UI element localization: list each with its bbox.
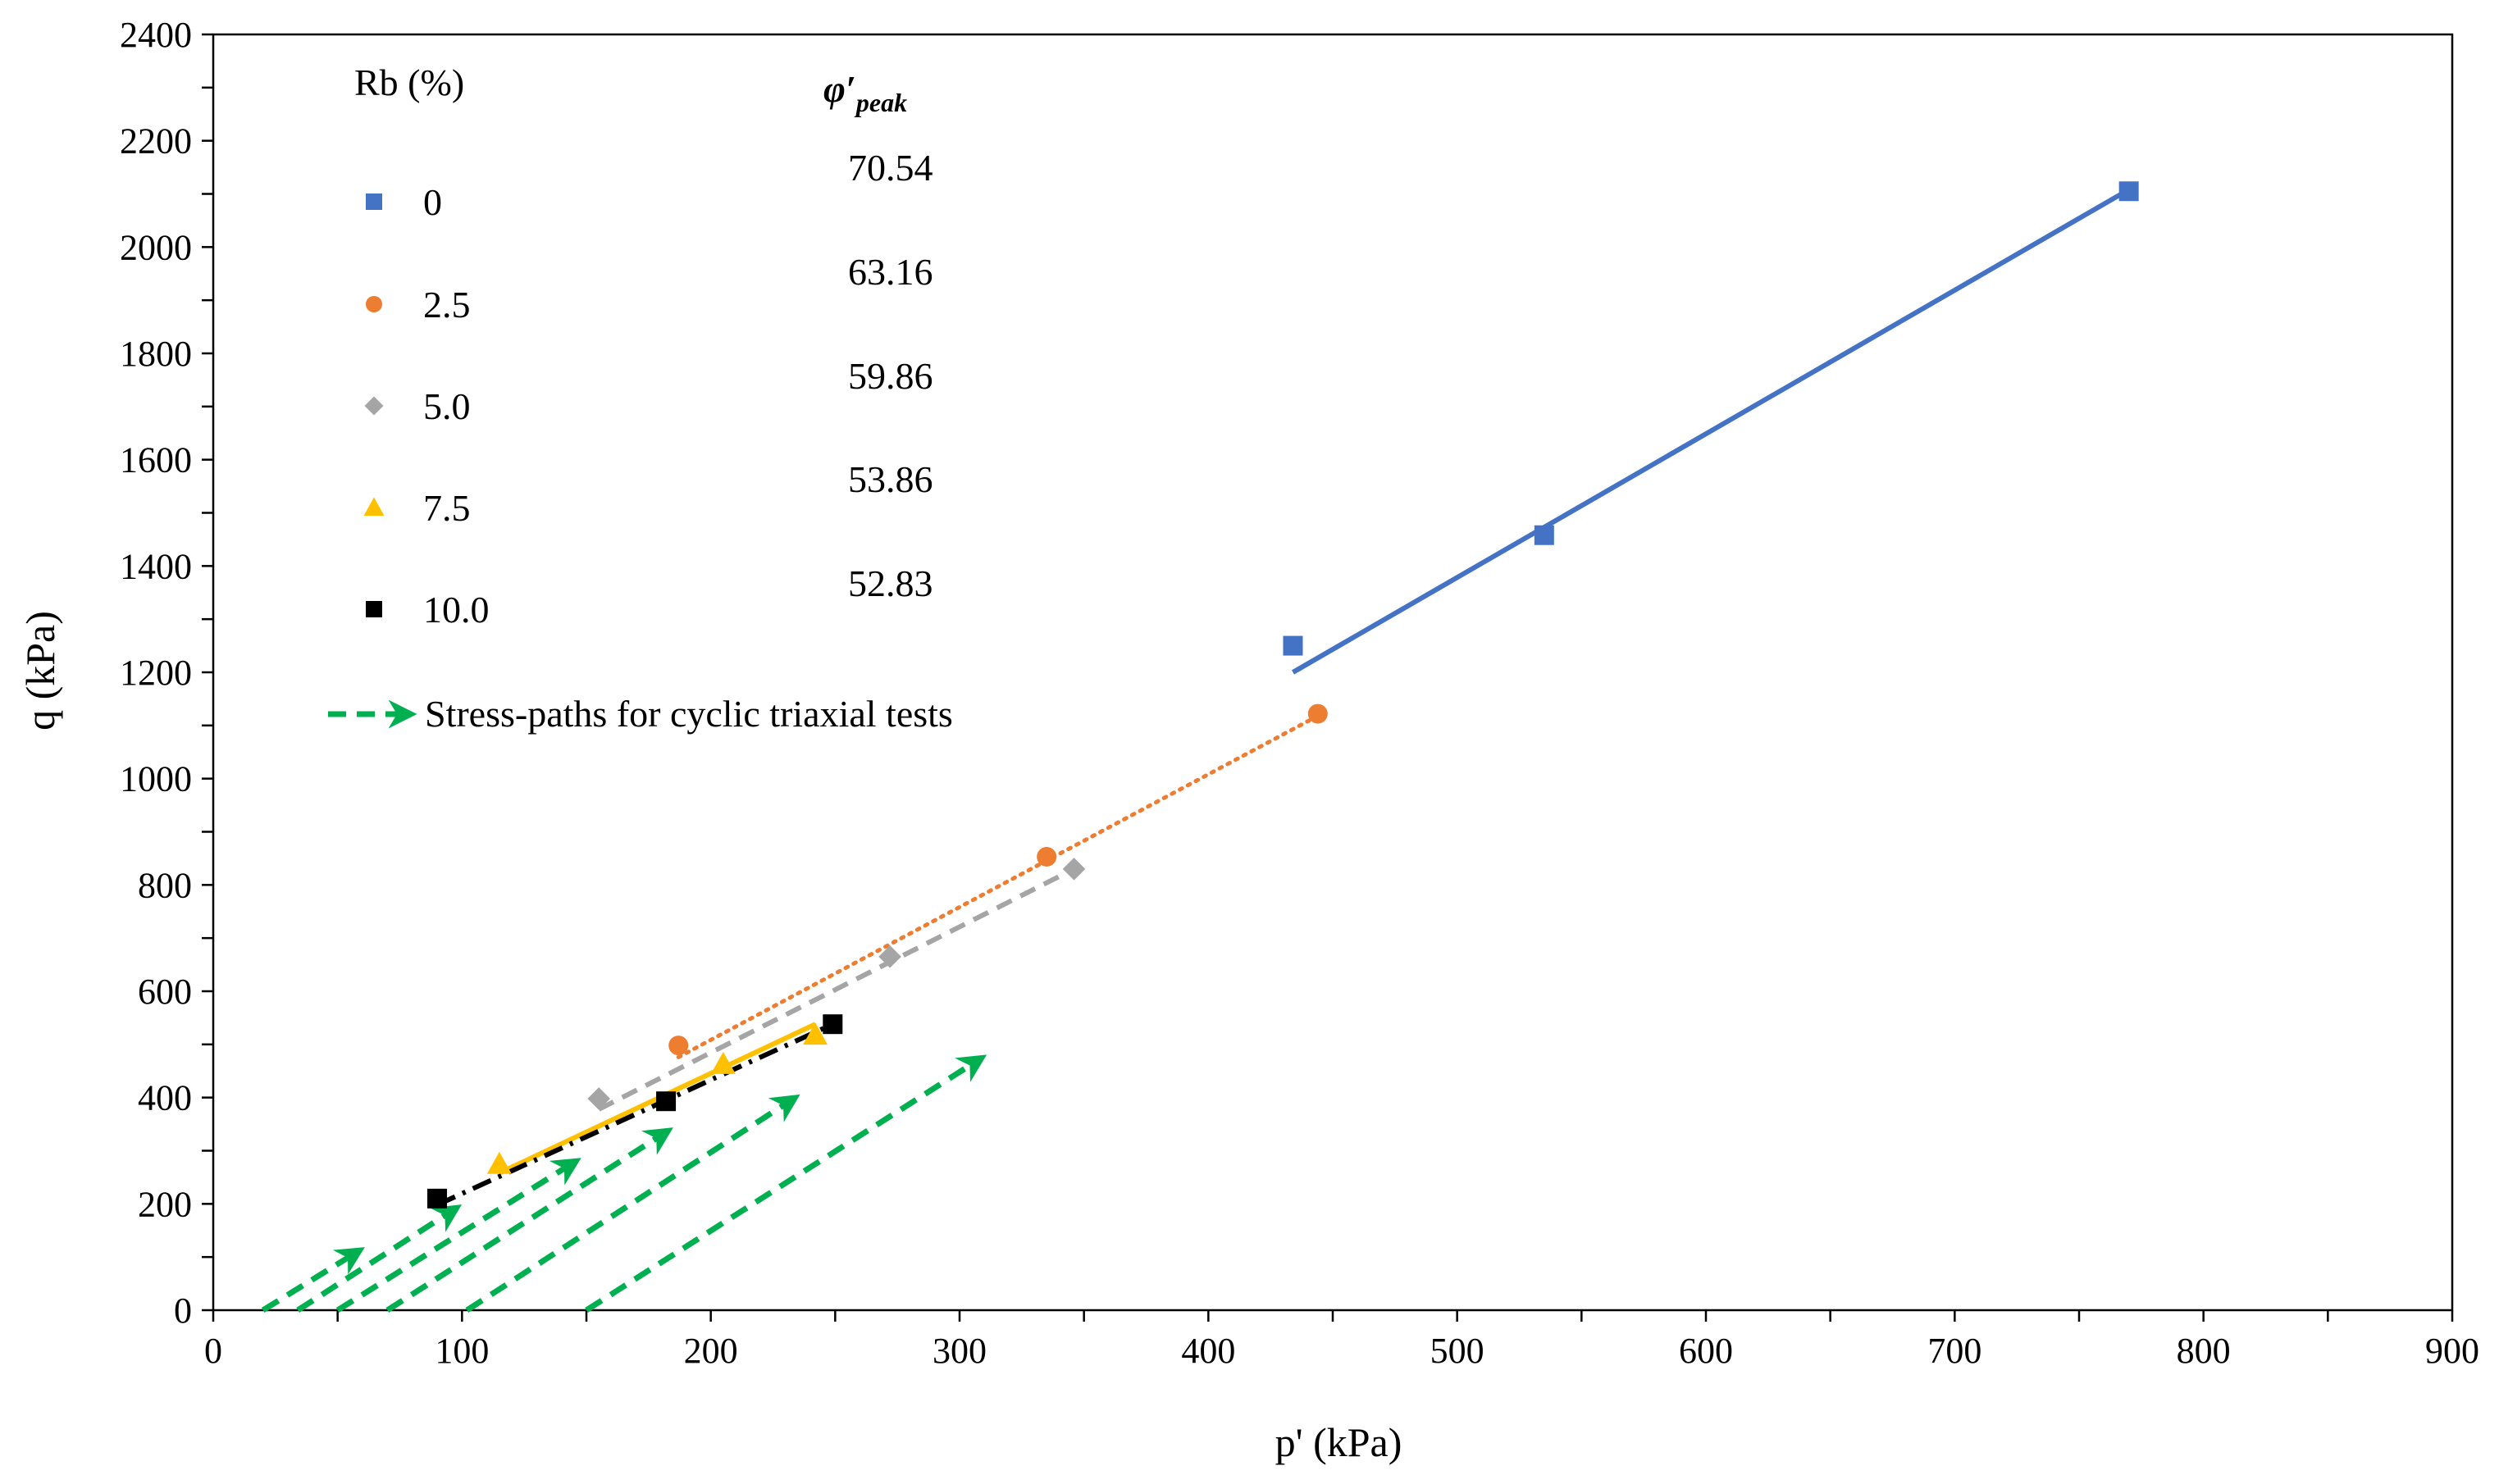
legend-label: 0	[423, 181, 442, 223]
x-tick-label: 0	[204, 1331, 222, 1371]
trendline-rb-0	[1291, 187, 2131, 675]
y-tick-label: 400	[138, 1078, 192, 1118]
x-tick-label: 200	[684, 1331, 738, 1371]
y-tick-label: 2000	[120, 227, 192, 267]
x-axis-title: p' (kPa)	[1275, 1419, 1402, 1465]
stress-path-legend-label: Stress-paths for cyclic triaxial tests	[425, 693, 953, 735]
legend-marker	[363, 497, 385, 516]
x-axis-ticks: 0 100 200 300 400 500 600 700 800 900	[204, 1310, 2479, 1371]
y-tick-label: 1400	[120, 546, 192, 586]
y-axis-ticks: 0 200 400 600 800 1000 1200 1400 1600 1800 2000 220…	[120, 15, 213, 1331]
data-point-rb-3	[710, 1051, 736, 1074]
data-point-rb-2	[1062, 858, 1086, 881]
x-tick-label: 400	[1181, 1331, 1235, 1371]
y-axis-title: q (kPa)	[17, 611, 63, 731]
stress-path-arrow	[296, 1204, 463, 1313]
phi-values: 70.54 63.16 59.86 53.86 52.83	[848, 147, 933, 604]
legend-label: 10.0	[423, 589, 490, 630]
data-point-rb-4	[823, 1014, 843, 1035]
legend-marker	[364, 396, 384, 416]
data-point-rb-4	[427, 1188, 447, 1209]
y-tick-label: 600	[138, 972, 192, 1012]
y-tick-label: 2200	[120, 121, 192, 162]
data-point-rb-1	[1037, 846, 1057, 867]
stress-path-arrow	[261, 1247, 365, 1313]
y-tick-label: 1000	[120, 759, 192, 799]
axes	[212, 33, 2454, 1312]
phi-peak-header: φ′peak	[823, 68, 907, 117]
phi-peak-value: 59.86	[848, 355, 933, 397]
data-point-rb-1	[668, 1036, 689, 1056]
legend-label: 7.5	[423, 487, 471, 529]
phi-peak-value: 52.83	[848, 562, 933, 604]
data-point-rb-2	[878, 945, 901, 968]
phi-peak-value: 63.16	[848, 251, 933, 293]
legend-title: Rb (%)	[354, 61, 464, 103]
stress-path-arrow	[465, 1094, 800, 1313]
legend: Rb (%) φ′peak 0 2.5 5.0 7.5 10.0 70.54 63.16 5…	[328, 61, 953, 735]
stress-path-arrow	[385, 1127, 673, 1313]
data-point-rb-4	[656, 1091, 677, 1112]
data-point-rb-3	[486, 1151, 512, 1174]
x-tick-label: 700	[1927, 1331, 1981, 1371]
x-tick-label: 100	[435, 1331, 489, 1371]
legend-label: 2.5	[423, 284, 471, 325]
stress-path-arrow	[335, 1158, 581, 1313]
trendlines	[436, 187, 2131, 1208]
trendline-rb-1	[676, 713, 1320, 1059]
data-point-rb-0	[1534, 525, 1554, 545]
legend-label: 5.0	[423, 385, 471, 427]
legend-entries: 0 2.5 5.0 7.5 10.0	[363, 181, 490, 630]
y-tick-label: 1800	[120, 334, 192, 374]
y-tick-label: 1200	[120, 653, 192, 693]
stress-path-arrow	[585, 1054, 987, 1313]
x-tick-label: 300	[933, 1331, 987, 1371]
legend-marker	[366, 601, 382, 617]
y-tick-label: 1600	[120, 440, 192, 480]
data-point-rb-0	[1283, 635, 1303, 656]
data-point-rb-2	[587, 1087, 610, 1110]
legend-marker	[366, 296, 382, 312]
y-tick-label: 800	[138, 865, 192, 905]
x-tick-label: 600	[1679, 1331, 1733, 1371]
x-tick-label: 500	[1430, 1331, 1484, 1371]
phi-peak-value: 53.86	[848, 458, 933, 500]
trendline-rb-4	[436, 1022, 834, 1208]
y-tick-label: 0	[174, 1291, 192, 1331]
x-tick-label: 800	[2177, 1331, 2231, 1371]
plot-area-frame	[212, 33, 2454, 1312]
x-tick-label: 900	[2425, 1331, 2479, 1371]
y-tick-label: 200	[138, 1184, 192, 1224]
data-points	[427, 181, 2139, 1209]
phi-peak-value: 70.54	[848, 147, 933, 189]
legend-marker	[366, 193, 382, 210]
data-point-rb-3	[803, 1022, 828, 1045]
data-point-rb-0	[2118, 181, 2139, 202]
y-tick-label: 2400	[120, 15, 192, 55]
stress-paths	[261, 1054, 987, 1313]
trendline-rb-2	[597, 867, 1075, 1112]
data-point-rb-1	[1307, 703, 1328, 724]
